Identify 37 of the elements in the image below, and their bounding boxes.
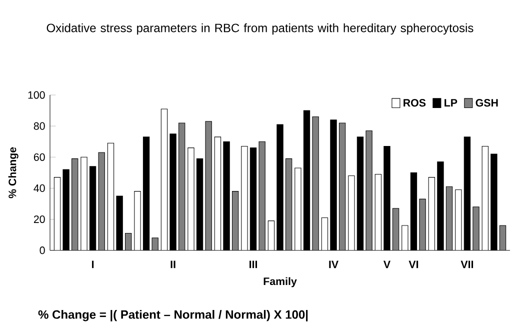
bar bbox=[188, 148, 194, 250]
bar bbox=[402, 225, 408, 250]
x-tick-label: IV bbox=[329, 260, 338, 268]
bar bbox=[321, 217, 328, 250]
y-axis-title: % Change bbox=[8, 147, 18, 198]
y-tick-label: 0 bbox=[40, 246, 45, 254]
bar bbox=[294, 168, 302, 250]
y-tick-label: 60 bbox=[34, 153, 45, 161]
y-tick-label: 20 bbox=[34, 215, 45, 224]
bar bbox=[214, 136, 222, 250]
y-tick-label: 100 bbox=[28, 91, 45, 99]
bar bbox=[134, 191, 141, 250]
bar bbox=[241, 146, 248, 250]
x-axis-title: Family bbox=[264, 277, 297, 288]
bar bbox=[80, 156, 88, 250]
y-tick-label: 80 bbox=[34, 122, 45, 130]
x-tick-label: VII bbox=[460, 260, 474, 268]
bar bbox=[348, 176, 355, 250]
x-tick-label: V bbox=[383, 260, 390, 268]
text: % Change = |( Patient – Normal / Normal) X 100| bbox=[38, 310, 308, 322]
bar bbox=[160, 108, 168, 250]
x-tick-label: II bbox=[170, 260, 176, 268]
legend-label: GSH bbox=[476, 99, 498, 107]
bar bbox=[428, 177, 436, 250]
bar bbox=[107, 142, 114, 250]
bar bbox=[268, 220, 275, 250]
x-tick-label: III bbox=[250, 260, 258, 268]
legend-label: LP bbox=[444, 99, 458, 106]
bar bbox=[455, 189, 462, 250]
bar bbox=[482, 146, 488, 250]
y-tick-label: 40 bbox=[34, 184, 45, 192]
legend-label: ROS bbox=[404, 99, 426, 107]
x-tick-label: I bbox=[92, 260, 94, 268]
bar bbox=[54, 177, 61, 250]
bar bbox=[374, 174, 382, 250]
chart-title: Oxidative stress parameters in RBC from patients with hereditary spherocytosis bbox=[46, 23, 474, 35]
x-tick-label: VI bbox=[408, 260, 418, 268]
